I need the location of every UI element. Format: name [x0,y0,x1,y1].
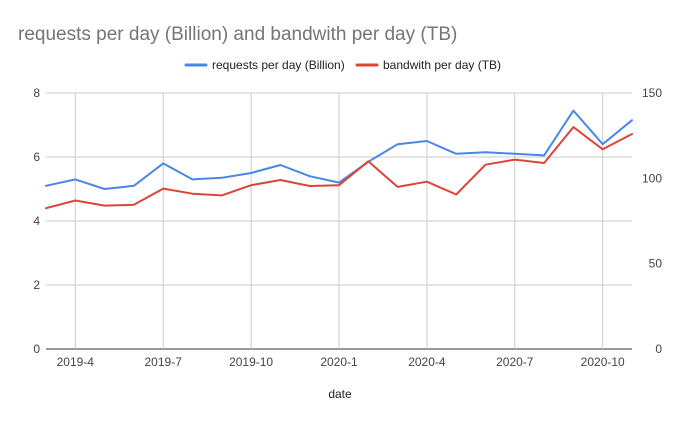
x-tick-label-4: 2020-4 [408,355,446,369]
series-group [45,109,633,210]
x-tick-label-0: 2019-4 [57,355,95,369]
legend-label-bandwith: bandwith per day (TB) [383,58,501,72]
y2-axis-ticks: 0 50 100 150 [642,86,662,356]
x-tick-label-6: 2020-10 [581,355,625,369]
x-tick-label-1: 2019-7 [145,355,183,369]
series-line-bandwith [45,126,633,210]
legend: requests per day (Billion) bandwith per … [184,58,501,72]
x-tick-label-3: 2020-1 [320,355,358,369]
y-axis-ticks: 0 2 4 6 8 [33,86,40,356]
x-axis-title: date [328,387,352,401]
x-axis-ticks: 2019-4 2019-7 2019-10 2020-1 2020-4 2020-7 202… [57,355,625,369]
y-tick-label-2: 4 [33,214,40,228]
y2-tick-label-0: 0 [655,342,662,356]
x-tick-label-2: 2019-10 [229,355,273,369]
y-tick-label-3: 6 [33,150,40,164]
y2-tick-label-2: 100 [642,171,662,185]
y-tick-label-1: 2 [33,278,40,292]
grid [46,92,632,350]
y-tick-label-0: 0 [33,342,40,356]
legend-label-requests: requests per day (Billion) [212,58,345,72]
series-line-requests [45,109,633,190]
x-tick-label-5: 2020-7 [496,355,534,369]
y2-tick-label-3: 150 [642,86,662,100]
chart-title: requests per day (Billion) and bandwith … [18,24,457,45]
y-tick-label-4: 8 [33,86,40,100]
y2-tick-label-1: 50 [649,257,663,271]
